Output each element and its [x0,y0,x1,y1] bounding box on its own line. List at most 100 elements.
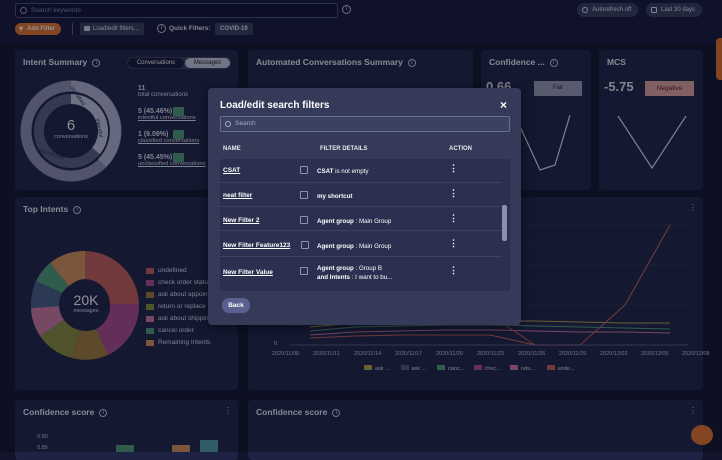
info-icon[interactable]: i [99,409,108,417]
info-icon[interactable]: i [92,59,101,67]
edit-icon[interactable] [300,267,308,275]
edit-icon[interactable] [301,241,309,249]
filter-name-link[interactable]: New Filter 2 [223,217,260,224]
x-tick: 2020/11/26 [518,351,546,357]
trend-legend-item[interactable]: ask ... [400,365,427,372]
legend-label: ask about shipping [158,315,213,322]
sparkline [617,115,687,170]
stat-classified[interactable]: 1 (9.09%) classified conversations [138,131,200,144]
slice-other [30,281,62,308]
legend-swatch [146,328,154,334]
slice-shipping [31,306,64,336]
refresh-icon [582,7,588,13]
x-tick: 2020/11/20 [436,351,464,357]
series-line [309,329,671,336]
legend-label: retu... [521,366,536,372]
x-tick: 2020/11/23 [477,351,505,357]
stat-intentful[interactable]: 5 (45.46%) intentful conversations [138,108,196,121]
center-value: 6 [66,117,76,134]
legend-swatch [146,316,154,322]
top-intents-donut [30,250,140,360]
trend-legend-item[interactable]: canc... [437,365,464,372]
y-tick: 0.85 [37,445,48,451]
automated-summary-title: Automated Conversations Summary [256,57,403,67]
date-range-button[interactable]: Last 30 days [646,3,703,17]
edit-icon[interactable] [300,166,308,174]
legend-label: ask ... [375,366,390,372]
mcs-badge: Negative [645,81,694,96]
slice-check-order [96,304,140,355]
y-tick: 0 [274,341,278,347]
legend-label: return or replace [158,303,206,310]
more-actions-icon[interactable]: ⋮ [449,238,458,248]
info-icon[interactable]: i [73,206,82,214]
more-actions-icon[interactable]: ⋮ [449,188,458,198]
info-icon[interactable]: i [407,59,416,67]
x-tick: 2020/11/11 [313,351,340,357]
confidence-badge: Fair [534,81,582,96]
confidence-score-title: Confidence score [256,407,328,417]
close-icon[interactable]: × [500,98,508,112]
filter-name-link[interactable]: neat filter [223,192,253,199]
search-input[interactable]: Search keywords [15,3,338,18]
legend-label: ask ... [411,366,427,372]
info-icon[interactable]: i [332,409,341,417]
tab-conversations[interactable]: Conversations [128,58,184,68]
intent-donut [20,80,122,182]
more-actions-icon[interactable]: ⋮ [449,163,458,173]
trend-legend-item[interactable]: retu... [510,365,535,372]
back-button[interactable]: Back [222,298,250,313]
chat-bubble-icon[interactable] [691,425,713,445]
x-tick: 2020/12/08 [682,351,710,357]
legend-label: cancel order [158,327,194,334]
more-menu-icon[interactable]: ⋮ [224,406,232,415]
folder-icon [84,26,90,31]
side-panel-tab[interactable] [716,38,722,80]
filter-details: Agent group : Main Group [317,243,392,250]
top-intents-center-label: messages [73,308,99,314]
quick-filters-info-icon[interactable]: i [157,24,166,33]
column-name: NAME [223,146,241,152]
more-actions-icon[interactable]: ⋮ [449,213,458,223]
quick-filter-chip[interactable]: COVID-19 [215,23,253,35]
slice-undefined [85,251,139,304]
search-icon [225,121,231,127]
info-icon[interactable]: i [549,59,558,67]
edit-icon[interactable] [300,191,308,199]
legend-swatch [437,365,445,370]
filter-search-input[interactable]: Search [220,116,510,132]
table-scrollbar[interactable] [502,205,507,241]
more-menu-icon[interactable]: ⋮ [689,203,697,212]
donut-center [45,105,97,157]
filter-name-link[interactable]: CSAT [223,167,241,174]
search-icon [20,7,27,14]
trend-legend-item[interactable]: chec... [473,365,501,372]
confidence-score-title: Confidence score [23,407,95,417]
add-filter-button[interactable]: ▾ Add Filter [15,23,61,35]
filter-name-link[interactable]: New Filter Feature123 [223,242,291,249]
mcs-value: -5.75 [604,79,634,94]
legend-swatch [473,365,482,370]
legend-swatch [546,365,555,370]
trend-up-icon [173,107,184,116]
stat-unclassified[interactable]: 5 (45.45%) unclassified conversations [138,154,206,167]
tab-messages[interactable]: Messages [185,58,230,68]
trend-legend-item[interactable]: ask ... [364,365,390,372]
filter-details: my shortcut [317,193,353,200]
more-menu-icon[interactable]: ⋮ [689,406,697,415]
mcs-sparkline [617,115,687,170]
autorefresh-button[interactable]: Autorefresh off [577,3,639,17]
classified-segment [70,80,121,167]
load-filters-button[interactable]: Load/edit filters... [80,23,144,35]
edit-icon[interactable] [300,216,308,224]
trend-legend-item[interactable]: unde... [546,365,574,372]
stat-total: 11 total conversations [138,85,189,98]
info-icon[interactable]: i [342,5,351,14]
legend-swatch [510,365,518,370]
legend-swatch [146,280,154,286]
more-actions-icon[interactable]: ⋮ [449,265,458,275]
filter-name-link[interactable]: New Filter Value [223,269,273,276]
modal-title: Load/edit search filters [220,100,330,111]
